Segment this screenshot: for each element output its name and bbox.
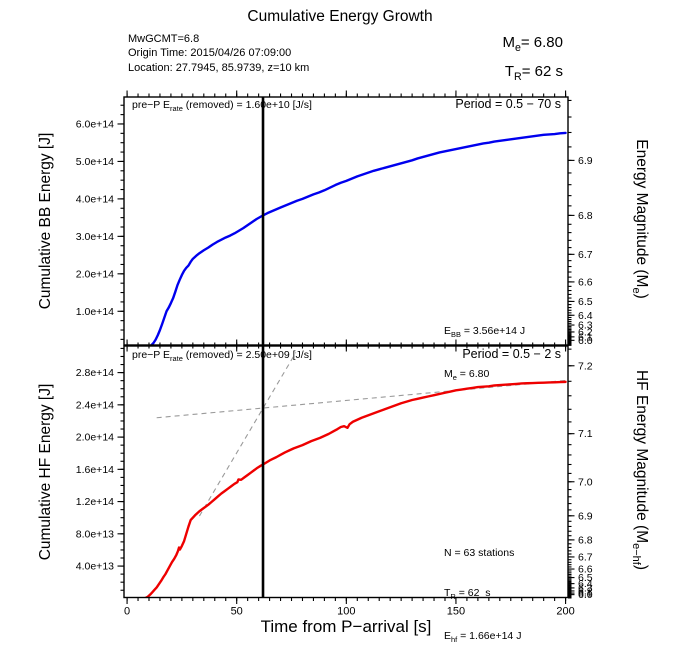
magnitude-tick-label: 7.2 — [578, 360, 593, 372]
x-tick-label: 100 — [337, 606, 355, 618]
magnitude-tick-label: 6.5 — [578, 572, 593, 584]
mw-line: MwGCMT=6.8 — [128, 33, 200, 45]
result-summary: Me= 6.80 TR= 62 s — [502, 31, 563, 89]
magnitude-tick-label: 6.6 — [578, 564, 593, 576]
origin-time-line: Origin Time: 2015/04/26 07:09:00 — [128, 47, 292, 60]
event-info: MwGCMT=6.8 Origin Time: 2015/04/26 07:09… — [128, 32, 309, 75]
period-label-hf: Period = 0.5 − 2 s — [462, 347, 561, 361]
hf-energy-panel: 4.0e+13 8.0e+13 1.2e+14 1.6e+14 2.0e+14 2.4e+… — [76, 339, 593, 618]
magnitude-tick-label: 6.4 — [578, 310, 593, 322]
magnitude-tick-label: 6.5 — [578, 296, 593, 308]
magnitude-tick-label: 6.3 — [578, 582, 593, 594]
pre-p-rate-label-hf: pre−P Erate (removed) = 2.50e+09 [J/s] — [132, 349, 312, 364]
x-tick-label: 150 — [447, 606, 465, 618]
magnitude-tick-label: 6.8 — [578, 210, 593, 222]
bb-energy-panel: 1.0e+14 2.0e+14 3.0e+14 4.0e+14 5.0e+14 6.0e+… — [76, 90, 593, 352]
magnitude-tick-label: 6.1 — [578, 588, 593, 600]
period-label-bb: Period = 0.5 − 70 s — [455, 97, 561, 111]
x-axis-title: Time from P−arrival [s] — [260, 617, 432, 636]
ebb-line: EBB = 3.56e+14 J — [444, 325, 526, 340]
pre-p-rate-label-bb: pre−P Erate (removed) = 1.60e+10 [J/s] — [132, 99, 312, 114]
y-tick-label: 1.0e+14 — [76, 306, 114, 318]
panel-border — [123, 96, 569, 346]
x-tick-label: 200 — [556, 606, 574, 618]
energy-magnitude-header: Me= 6.80 — [502, 34, 563, 54]
x-tick-label: 50 — [231, 606, 243, 618]
magnitude-tick-label: 6.6 — [578, 276, 593, 288]
magnitude-tick-label: 6.3 — [578, 320, 593, 332]
y-tick-label: 8.0e+13 — [76, 528, 114, 540]
y-tick-label: 3.0e+14 — [76, 231, 114, 243]
y-tick-label: 4.0e+14 — [76, 193, 114, 205]
magnitude-tick-label: 6.2 — [578, 326, 593, 338]
magnitude-tick-label: 6.0 — [578, 589, 593, 601]
magnitude-tick-label: 7.1 — [578, 428, 593, 440]
bb-annotation: EBB = 3.56e+14 J Me = 6.80 — [444, 299, 525, 411]
location-line: Location: 27.7945, 85.9739, z=10 km — [128, 61, 310, 74]
chart-title: Cumulative Energy Growth — [247, 8, 433, 25]
y-tick-label: 4.0e+13 — [76, 561, 114, 573]
magnitude-tick-label: 6.9 — [578, 510, 593, 522]
panel-border — [123, 345, 569, 599]
ehf-line: Ehf = 1.66e+14 J — [444, 629, 522, 644]
y-tick-label: 2.0e+14 — [76, 268, 114, 280]
growth-rate-line — [198, 352, 297, 517]
ticks — [117, 339, 575, 604]
magnitude-tick-label: 6.0 — [578, 335, 593, 347]
magnitude-tick-label: 6.7 — [578, 551, 593, 563]
magnitude-tick-label: 6.1 — [578, 331, 593, 343]
magnitude-tick-label: 7.0 — [578, 476, 593, 488]
ticks — [117, 90, 575, 352]
y-tick-label: 2.0e+14 — [76, 432, 114, 444]
y-tick-label: 5.0e+14 — [76, 156, 114, 168]
y-tick-label: 2.4e+14 — [76, 399, 114, 411]
n-stations-line: N = 63 stations — [444, 547, 515, 560]
magnitude-tick-label: 6.8 — [578, 534, 593, 546]
hf-annotation: N = 63 stations TR = 62 s Ehf = 1.66e+14… — [444, 521, 535, 660]
magnitude-tick-label: 6.7 — [578, 249, 593, 261]
y-tick-label: 2.8e+14 — [76, 367, 114, 379]
me-line: Me = 6.80 — [444, 368, 490, 383]
magnitude-tick-label: 6.4 — [578, 578, 593, 590]
y-tick-label: 6.0e+14 — [76, 118, 114, 130]
rupture-duration-header: TR= 62 s — [504, 63, 563, 83]
cumulative-bb-energy-curve — [149, 131, 567, 345]
extrapolation-line — [156, 379, 568, 419]
tr-line: TR = 62 s — [444, 587, 491, 602]
cumulative-hf-energy-curve — [143, 380, 567, 598]
magnitude-tick-label: 6.9 — [578, 155, 593, 167]
y-tick-label: 1.2e+14 — [76, 496, 114, 508]
y-tick-label: 1.6e+14 — [76, 464, 114, 476]
x-tick-label: 0 — [124, 606, 130, 618]
magnitude-tick-label: 6.2 — [578, 585, 593, 597]
